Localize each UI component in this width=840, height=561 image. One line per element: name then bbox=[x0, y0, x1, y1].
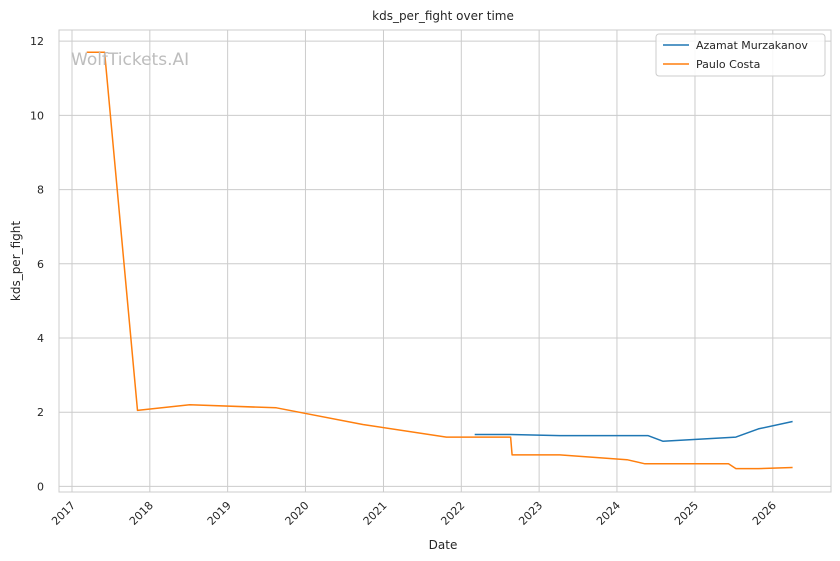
x-tick-label: 2019 bbox=[205, 499, 234, 528]
x-tick-label: 2026 bbox=[750, 499, 779, 528]
x-tick-label: 2017 bbox=[49, 499, 78, 528]
series-line-paulo-costa bbox=[86, 51, 793, 470]
y-tick-label: 12 bbox=[30, 35, 44, 48]
x-tick-label: 2021 bbox=[361, 499, 390, 528]
y-axis-title: kds_per_fight bbox=[9, 221, 23, 302]
legend: Azamat Murzakanov Paulo Costa bbox=[655, 33, 826, 77]
gridlines bbox=[59, 30, 831, 492]
y-tick-label: 2 bbox=[37, 406, 44, 419]
x-tick-label: 2025 bbox=[672, 499, 701, 528]
x-axis-title: Date bbox=[429, 538, 458, 552]
x-tick-label: 2020 bbox=[283, 499, 312, 528]
legend-label-paulo-costa: Paulo Costa bbox=[696, 58, 760, 71]
chart-title: kds_per_fight over time bbox=[372, 9, 514, 23]
x-tick-label: 2022 bbox=[438, 499, 467, 528]
x-tick-label: 2023 bbox=[516, 499, 545, 528]
plot-frame bbox=[58, 29, 832, 493]
y-tick-label: 10 bbox=[30, 109, 44, 122]
legend-label-azamat-murzakanov: Azamat Murzakanov bbox=[696, 39, 808, 52]
series-line-azamat-murzakanov bbox=[474, 420, 793, 442]
y-tick-label: 4 bbox=[37, 332, 44, 345]
x-tick-label: 2024 bbox=[594, 499, 623, 528]
x-tick-label: 2018 bbox=[127, 499, 156, 528]
y-tick-label: 8 bbox=[37, 184, 44, 197]
series-lines bbox=[86, 51, 793, 470]
y-tick-label: 0 bbox=[37, 480, 44, 493]
y-tick-labels: 0 2 4 6 8 10 12 bbox=[30, 35, 44, 493]
x-tick-labels: 2017 2018 2019 2020 2021 2022 2023 2024 2025 2026 bbox=[49, 499, 779, 528]
y-tick-label: 6 bbox=[37, 258, 44, 271]
legend-box bbox=[655, 33, 826, 77]
watermark: WolfTickets.AI bbox=[71, 50, 189, 70]
